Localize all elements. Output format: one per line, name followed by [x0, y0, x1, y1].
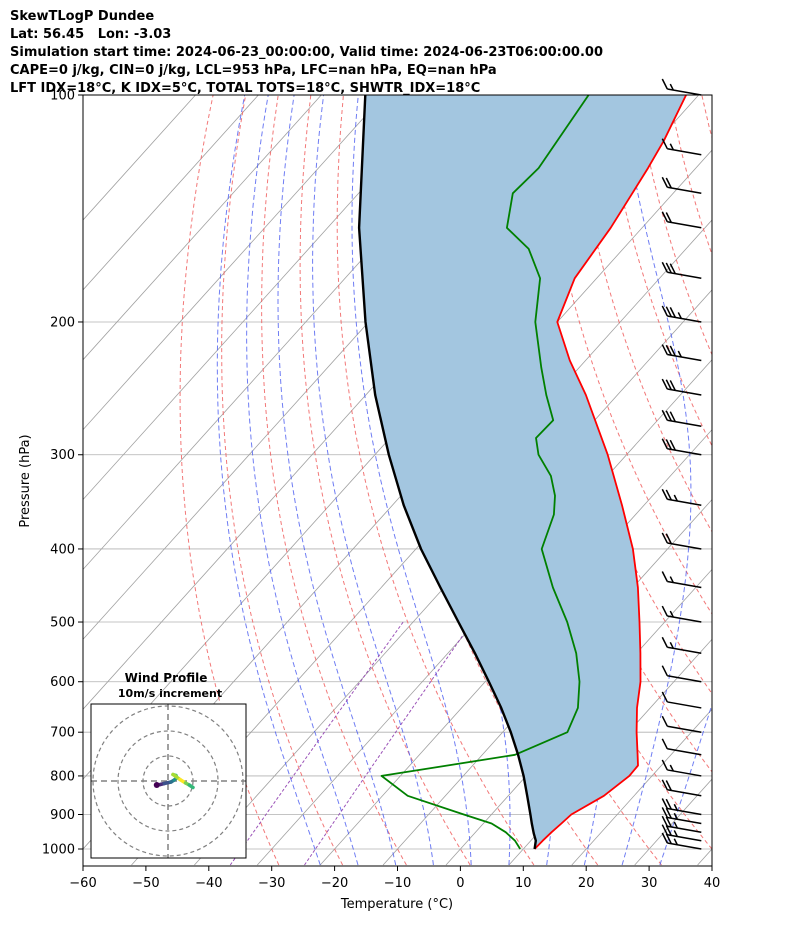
- hodograph-segment: [187, 783, 195, 790]
- wind-barb: [661, 636, 702, 654]
- dry-adiabat-line: [603, 95, 712, 447]
- wind-barb: [661, 759, 702, 777]
- cin-shaded-area: [359, 95, 687, 849]
- wind-barb: [661, 832, 702, 850]
- moist-adiabat-line: [246, 95, 359, 866]
- dry-adiabat-line: [261, 95, 407, 866]
- y-tick-label: 400: [50, 542, 75, 557]
- hodograph-title: Wind Profile: [125, 671, 208, 685]
- wind-barb: [661, 211, 702, 229]
- wind-barb: [661, 176, 702, 195]
- dry-adiabat-line: [668, 95, 712, 256]
- x-axis-label: Temperature (°C): [340, 897, 453, 912]
- moist-adiabat-line: [351, 95, 472, 866]
- moist-adiabat-line: [659, 702, 712, 866]
- y-tick-label: 900: [50, 808, 75, 823]
- wind-barb: [661, 438, 702, 456]
- indices-line-2: LFT IDX=18°C, K IDX=5°C, TOTAL TOTS=18°C…: [10, 81, 481, 96]
- x-tick-label: 0: [456, 876, 464, 891]
- y-tick-label: 1000: [42, 843, 75, 858]
- wind-barb: [661, 665, 702, 683]
- dewpoint-profile-line: [380, 95, 590, 850]
- isotherm-line: [382, 498, 712, 866]
- location-line: Lat: 56.45 Lon: -3.03: [10, 27, 172, 42]
- x-tick-label: 20: [578, 876, 595, 891]
- wind-barb: [661, 798, 702, 816]
- wind-barb: [661, 738, 702, 756]
- dry-adiabat-line: [299, 95, 471, 866]
- moist-adiabat-line: [620, 95, 692, 866]
- dry-adiabat-line: [407, 95, 662, 866]
- isotherm-line: [83, 95, 448, 501]
- y-tick-label: 100: [50, 89, 75, 104]
- wind-barb: [661, 261, 702, 279]
- indices-line-1: CAPE=0 j/kg, CIN=0 j/kg, LCL=953 hPa, LF…: [10, 63, 497, 78]
- dry-adiabat-line: [221, 95, 344, 866]
- x-tick-label: −60: [69, 876, 96, 891]
- moist-adiabat-line: [216, 95, 321, 866]
- isotherm-line: [83, 95, 322, 361]
- isotherm-line: [319, 429, 712, 866]
- wind-barb: [661, 78, 702, 96]
- wind-barb: [661, 344, 702, 362]
- wind-barb: [661, 715, 702, 733]
- wind-barb: [661, 571, 702, 589]
- wind-barb: [661, 488, 702, 506]
- dry-adiabat-line: [570, 95, 712, 533]
- temperature-profile-line: [533, 95, 687, 850]
- x-tick-label: −10: [384, 876, 411, 891]
- dry-adiabat-line: [336, 95, 535, 866]
- mixing-ratio-line: [304, 621, 473, 866]
- y-tick-label: 800: [50, 769, 75, 784]
- isotherm-line: [83, 95, 259, 291]
- wind-barb: [661, 824, 702, 842]
- wind-barb: [661, 378, 702, 396]
- wind-barb: [661, 691, 702, 709]
- chart-title: SkewTLogP Dundee: [10, 9, 155, 24]
- moist-adiabat-line: [277, 95, 397, 866]
- parcel-profile-line: [357, 95, 537, 850]
- hodograph: Wind Profile 10m/s increment: [90, 671, 247, 859]
- y-tick-label: 200: [50, 315, 75, 330]
- dry-adiabat-line: [701, 95, 712, 140]
- isotherm-line: [761, 95, 794, 865]
- dry-adiabat-line: [767, 95, 794, 865]
- isotherm-line: [571, 708, 712, 866]
- wind-barb: [661, 138, 702, 156]
- isotherm-line: [634, 778, 712, 866]
- mixing-ratio-line: [229, 621, 404, 866]
- dry-adiabat-line: [636, 95, 712, 356]
- y-tick-label: 700: [50, 726, 75, 741]
- x-tick-label: 30: [641, 876, 658, 891]
- x-tick-label: 10: [515, 876, 532, 891]
- dry-adiabat-line: [734, 95, 794, 865]
- y-tick-label: 500: [50, 616, 75, 631]
- wind-barb: [661, 409, 702, 427]
- wind-barb: [661, 807, 702, 825]
- moist-adiabat-line: [312, 95, 434, 866]
- isotherm-line: [83, 95, 385, 431]
- x-tick-label: −40: [195, 876, 222, 891]
- title-block: SkewTLogP Dundee Lat: 56.45 Lon: -3.03 S…: [10, 8, 603, 98]
- hodograph-ring: [117, 730, 219, 832]
- x-tick-label: −30: [258, 876, 285, 891]
- y-axis-label: Pressure (hPa): [18, 434, 33, 527]
- time-line: Simulation start time: 2024-06-23_00:00:…: [10, 45, 603, 60]
- hodograph-start-point: [153, 782, 160, 788]
- x-tick-label: 40: [704, 876, 721, 891]
- wind-barb: [661, 532, 702, 550]
- x-tick-label: −20: [321, 876, 348, 891]
- dry-adiabat-line: [179, 95, 280, 866]
- wind-barb: [661, 815, 702, 833]
- x-tick-label: −50: [132, 876, 159, 891]
- hodograph-frame: [90, 703, 247, 859]
- wind-barb: [661, 605, 702, 623]
- wind-barb: [661, 305, 702, 323]
- wind-barb: [661, 779, 702, 797]
- y-tick-label: 300: [50, 448, 75, 463]
- hodograph-subtitle: 10m/s increment: [118, 687, 222, 700]
- y-tick-label: 600: [50, 675, 75, 690]
